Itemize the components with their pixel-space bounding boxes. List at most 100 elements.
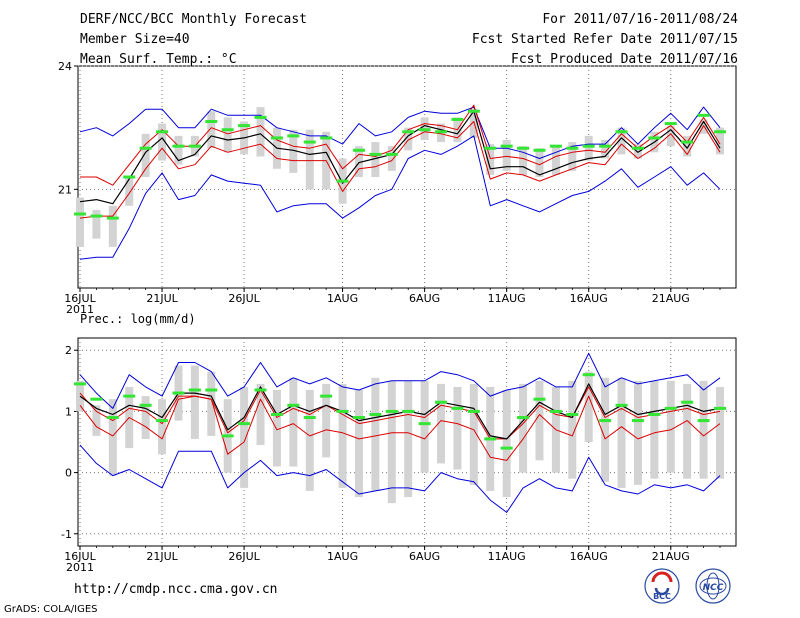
spread-bar	[519, 146, 528, 175]
spread-bar	[174, 135, 183, 165]
ens-mean-marker	[418, 128, 431, 132]
spread-bar	[256, 107, 265, 157]
spread-bar	[486, 144, 495, 175]
ens-mean-marker	[139, 403, 152, 407]
x-year-label: 2011	[66, 561, 94, 574]
x-tick-label: 6AUG	[409, 550, 440, 563]
ens-mean-marker	[270, 136, 283, 140]
spread-bar	[453, 386, 462, 470]
inner-upper-line	[80, 104, 721, 186]
ens-mean-marker	[631, 146, 644, 150]
chart-title: DERF/NCC/BCC Monthly Forecast	[80, 12, 307, 27]
x-tick-label: 1AUG	[327, 550, 358, 563]
ens-mean-marker	[205, 120, 218, 123]
ens-mean-marker	[106, 416, 119, 420]
ens-mean-marker	[303, 140, 316, 144]
spread-bar	[699, 380, 708, 479]
spread-bar	[240, 386, 249, 488]
spread-bar	[420, 380, 429, 473]
ens-mean-marker	[352, 416, 365, 420]
spread-bar	[535, 148, 544, 177]
outer-lower-line	[79, 444, 721, 513]
ens-mean-marker	[697, 113, 710, 117]
ens-mean-marker	[221, 434, 234, 438]
spread-bar	[354, 390, 363, 498]
x-tick-label: 26JUL	[228, 292, 260, 305]
spread-bar	[683, 135, 692, 157]
x-tick-label: 26JUL	[228, 550, 260, 563]
ens-mean-marker	[254, 388, 267, 392]
ens-mean-marker	[517, 416, 530, 420]
ens-mean-marker	[435, 130, 448, 134]
spread-bar	[256, 383, 265, 446]
ncc-logo-ring	[695, 568, 731, 604]
spread-bar	[666, 380, 675, 473]
y-tick-label: -1	[61, 528, 72, 541]
x-tick-label: 21AUG	[652, 550, 690, 563]
ens-mean-marker	[451, 117, 464, 121]
spread-bar	[387, 380, 396, 504]
ens-mean-marker	[582, 144, 595, 148]
spread-bar	[289, 129, 298, 173]
spread-bar	[633, 380, 642, 485]
ens-mean-marker	[566, 146, 579, 150]
ens-mean-marker	[500, 144, 513, 148]
ens-mean-marker	[156, 419, 169, 423]
x-tick-label: 21AUG	[652, 292, 690, 305]
ens-mean-marker	[435, 400, 448, 404]
ens-mean-marker	[467, 109, 480, 113]
plot-frame	[77, 65, 737, 289]
ens-mean-marker	[254, 115, 267, 119]
ens-mean-marker	[484, 437, 497, 441]
ens-mean-marker	[139, 146, 152, 150]
ens-mean-marker	[238, 422, 251, 426]
inner-lower-line	[79, 395, 721, 461]
x-tick-label: 11AUG	[488, 550, 526, 563]
ens-mean-marker	[123, 394, 136, 398]
ens-mean-marker	[352, 148, 365, 152]
spread-bar	[617, 377, 626, 488]
ens-mean-marker	[648, 412, 661, 416]
header-left: DERF/NCC/BCC Monthly Forecast Member Size…	[80, 10, 307, 70]
y-tick-label: 0	[65, 467, 72, 480]
ens-mean-marker	[172, 391, 185, 395]
median-line	[79, 110, 721, 205]
ens-mean-marker	[714, 130, 726, 134]
spread-bar	[469, 383, 478, 485]
ens-mean-marker	[369, 412, 382, 416]
ens-mean-marker	[599, 144, 612, 148]
spread-bar	[387, 146, 396, 171]
spread-bar	[584, 371, 593, 442]
ens-mean-marker	[221, 128, 234, 132]
spread-bar	[322, 383, 331, 458]
ens-mean-marker	[385, 409, 398, 413]
bcc-logo-arc	[651, 571, 673, 583]
spread-bar	[272, 390, 281, 467]
ens-mean-marker	[533, 397, 546, 401]
spread-bar	[92, 209, 101, 239]
spread-bar	[633, 144, 642, 159]
forecast-start-date: Fcst Started Refer Date 2011/07/15	[471, 32, 738, 47]
ens-mean-marker	[631, 419, 644, 423]
ncc-logo-orbit2	[706, 572, 720, 600]
median-line	[79, 383, 721, 440]
ens-mean-marker	[533, 148, 546, 152]
spread-bar	[568, 380, 577, 479]
spread-bar	[190, 365, 199, 439]
ens-mean-marker	[451, 406, 464, 410]
ens-mean-marker	[320, 394, 333, 398]
outer-lower-line	[79, 135, 721, 260]
spread-bar	[141, 133, 150, 177]
ens-mean-marker	[385, 152, 398, 156]
precipitation-chart: 16JUL 21JUL 26JUL 1AUG 6AUG 11AUG 16AUG 21AUG20…	[61, 337, 737, 574]
ens-mean-marker	[238, 124, 251, 128]
ens-mean-marker	[369, 152, 382, 156]
ens-mean-marker	[664, 406, 677, 410]
spread-bar	[92, 405, 101, 436]
spread-bar	[502, 140, 511, 171]
bcc-logo-arc2	[654, 587, 670, 596]
x-tick-label: 21JUL	[146, 292, 178, 305]
spread-bar	[716, 386, 724, 479]
y-tick-label: 2	[65, 344, 72, 357]
